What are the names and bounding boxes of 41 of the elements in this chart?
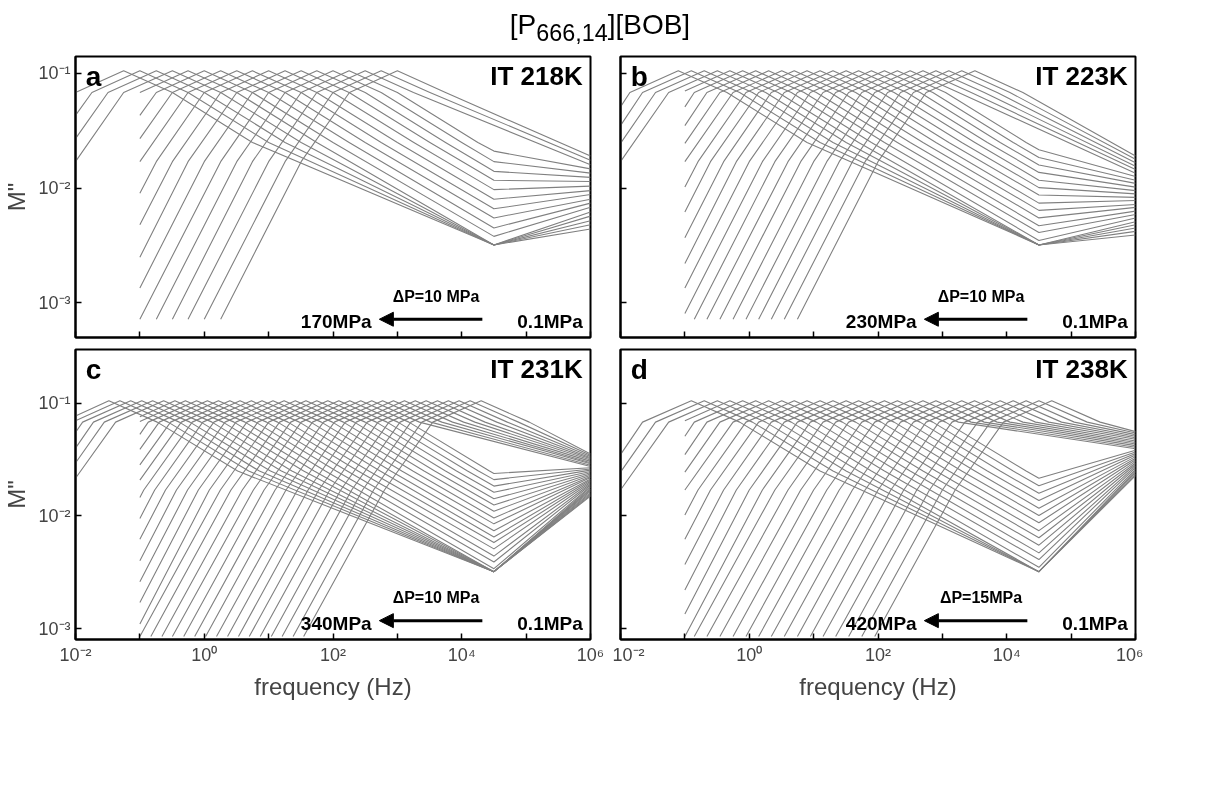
annotation: IT 231K xyxy=(490,353,583,384)
x-tick-label: 10⁰ xyxy=(736,644,763,665)
annotation: IT 238K xyxy=(1035,353,1128,384)
annotation: 0.1MPa xyxy=(517,612,584,634)
y-tick-label: 10⁻¹ xyxy=(38,393,71,414)
y-tick-label: 10⁻¹ xyxy=(38,63,71,84)
annotation: ΔP=15MPa xyxy=(939,589,1023,607)
annotation: d xyxy=(630,353,648,385)
x-axis-title: frequency (Hz) xyxy=(799,672,957,700)
annotation: 0.1MPa xyxy=(517,310,584,332)
annotation: 420MPa xyxy=(845,612,918,634)
annotation: 230MPa xyxy=(845,310,918,332)
x-tick-label: 10⁻² xyxy=(59,644,92,665)
annotation: b xyxy=(630,60,648,92)
chart-title: [P$_{666,14}$][BOB] xyxy=(508,8,692,48)
annotation: IT 218K xyxy=(490,60,583,91)
x-tick-label: 10⁻² xyxy=(612,644,645,665)
x-axis-title: frequency (Hz) xyxy=(254,672,412,700)
annotation: IT 223K xyxy=(1035,60,1128,91)
y-tick-label: 10⁻³ xyxy=(38,292,71,313)
x-tick-label: 10⁰ xyxy=(191,644,218,665)
y-tick-label: 10⁻² xyxy=(38,505,71,526)
annotation: 0.1MPa xyxy=(1062,612,1129,634)
annotation: a xyxy=(85,60,102,92)
annotation: 0.1MPa xyxy=(1062,310,1129,332)
x-tick-label: 10² xyxy=(319,644,347,665)
y-tick-label: 10⁻² xyxy=(38,178,71,199)
y-axis-title: M" xyxy=(3,182,31,212)
annotation: 170MPa xyxy=(300,310,373,332)
annotation: 340MPa xyxy=(300,612,373,634)
x-tick-label: 10⁴ xyxy=(447,644,476,665)
x-tick-label: 10⁶ xyxy=(576,644,605,665)
y-tick-label: 10⁻³ xyxy=(38,618,71,639)
x-tick-label: 10² xyxy=(864,644,892,665)
annotation: ΔP=10 MPa xyxy=(392,288,480,306)
annotation: c xyxy=(85,353,102,385)
y-axis-title: M" xyxy=(3,480,31,509)
annotation: ΔP=10 MPa xyxy=(937,288,1025,306)
x-tick-label: 10⁴ xyxy=(992,644,1021,665)
annotation: ΔP=10 MPa xyxy=(392,589,480,607)
x-tick-label: 10⁶ xyxy=(1116,644,1144,665)
